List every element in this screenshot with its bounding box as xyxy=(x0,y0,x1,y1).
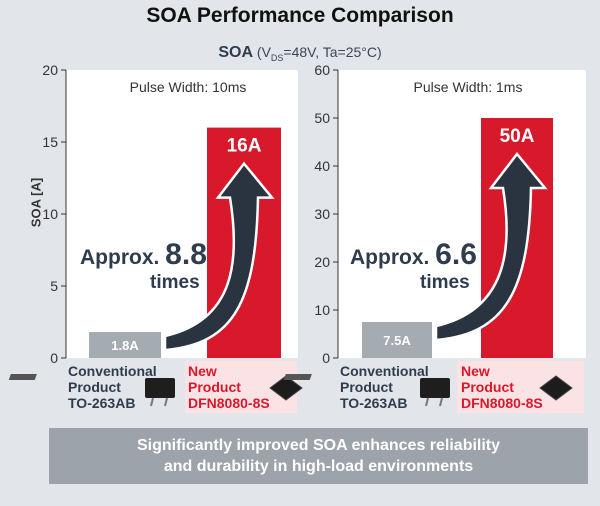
package-lead xyxy=(164,397,168,407)
value-label-new: 50A xyxy=(500,126,535,147)
category-label: Product xyxy=(68,379,121,395)
y-tick-label: 50 xyxy=(314,110,330,126)
category-label: New xyxy=(461,363,490,379)
y-tick-label: 0 xyxy=(50,350,58,366)
bar-conventional xyxy=(89,332,161,358)
page-title: SOA Performance Comparison xyxy=(146,4,454,27)
to-263ab-package-icon xyxy=(8,374,175,407)
pulse-width-label: Pulse Width: 1ms xyxy=(414,79,523,95)
package-lead xyxy=(425,397,429,407)
category-label: Product xyxy=(461,379,514,395)
value-label-conventional: 1.8A xyxy=(111,338,139,353)
dfn8080-package-icon xyxy=(539,375,573,401)
annotation-approx: Approx. 8.8 xyxy=(80,238,207,271)
annotation-approx: Approx. 6.6 xyxy=(350,238,477,271)
y-tick-label: 15 xyxy=(42,134,58,150)
y-tick-label: 20 xyxy=(314,254,330,270)
y-tick-label: 30 xyxy=(314,206,330,222)
growth-arrow xyxy=(434,151,548,342)
category-label: DFN8080-8S xyxy=(188,395,270,411)
chart-panel-2: 0 10 20 30 40 50 60 Pulse Width: 1ms 7.5A 50A Appr… xyxy=(283,62,586,413)
summary-line-1: Significantly improved SOA enhances reli… xyxy=(136,437,501,454)
annotation-times: times xyxy=(150,272,200,293)
category-label: Conventional xyxy=(68,363,157,379)
value-label-conventional: 7.5A xyxy=(383,333,411,348)
category-label: Conventional xyxy=(340,363,429,379)
y-tick-label: 10 xyxy=(42,206,58,222)
annotation-times: times xyxy=(420,272,470,293)
y-tick-label: 20 xyxy=(42,62,58,78)
package-tab xyxy=(8,374,37,380)
growth-arrow xyxy=(163,161,275,352)
y-tick-label: 0 xyxy=(322,350,330,366)
category-label: Product xyxy=(340,379,393,395)
package-body xyxy=(145,378,175,398)
value-label-new: 16A xyxy=(227,136,262,157)
y-tick-label: 10 xyxy=(314,302,330,318)
package-lead xyxy=(150,397,154,407)
soa-label: SOA xyxy=(218,44,254,61)
package-body xyxy=(420,378,450,398)
summary-line-2: and durability in high-load environments xyxy=(163,458,474,475)
category-label: DFN8080-8S xyxy=(461,395,543,411)
category-label: Product xyxy=(188,379,241,395)
condition-text: (VDS=48V, Ta=25°C) xyxy=(256,44,382,63)
package-lead xyxy=(439,397,443,407)
dfn8080-package-icon xyxy=(269,375,303,401)
soa-comparison-chart: 0 5 10 15 20 Pulse Width: 10ms 1.8A 16A Approx. … xyxy=(8,62,586,413)
category-label: TO-263AB xyxy=(340,395,407,411)
package-tab xyxy=(283,374,312,380)
category-label: New xyxy=(188,363,217,379)
y-tick-label: 5 xyxy=(50,278,58,294)
to-263ab-package-icon xyxy=(283,374,450,407)
chart-panel-1: 0 5 10 15 20 Pulse Width: 10ms 1.8A 16A Approx. … xyxy=(8,62,303,413)
bar-conventional xyxy=(362,322,432,358)
category-label: TO-263AB xyxy=(68,395,135,411)
pulse-width-label: Pulse Width: 10ms xyxy=(130,79,247,95)
chart-condition-subtitle: SOA (VDS=48V, Ta=25°C) xyxy=(0,44,600,63)
y-tick-label: 60 xyxy=(314,62,330,78)
summary-banner: Significantly improved SOA enhances reli… xyxy=(49,428,588,484)
y-tick-label: 40 xyxy=(314,158,330,174)
